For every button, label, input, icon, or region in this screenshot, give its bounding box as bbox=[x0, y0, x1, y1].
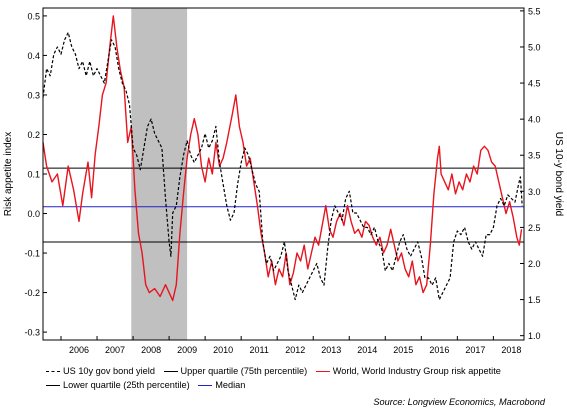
legend-swatch-yield bbox=[46, 371, 60, 373]
left-tick-label-0: 0.5 bbox=[27, 11, 40, 21]
right-tick-label-9: 1.0 bbox=[528, 331, 541, 341]
legend-swatch-median bbox=[198, 385, 213, 387]
x-tick-label-10: 2016 bbox=[429, 345, 449, 355]
right-axis: 5.5 5.0 4.5 4.0 3.5 3.0 2.5 2.0 1.5 1.0 bbox=[520, 6, 541, 341]
right-tick-label-8: 1.5 bbox=[528, 295, 541, 305]
x-tick-label-0: 2006 bbox=[69, 345, 89, 355]
right-tick-label-4: 3.5 bbox=[528, 151, 541, 161]
x-tick-label-4: 2010 bbox=[213, 345, 233, 355]
legend-label-lower: Lower quartile (25th percentile) bbox=[63, 380, 190, 390]
series-line-1 bbox=[42, 31, 523, 301]
x-tick-label-2: 2008 bbox=[141, 345, 161, 355]
legend-label-upper: Upper quartile (75th percentile) bbox=[180, 366, 308, 376]
right-tick-label-3: 4.0 bbox=[528, 115, 541, 125]
legend-label-median: Median bbox=[215, 380, 246, 390]
left-axis: 0.5 0.4 0.3 0.2 0.1 0.0 -0.1 -0.2 -0.3 bbox=[24, 11, 47, 338]
legend-item-risk: World, World Industry Group risk appetit… bbox=[315, 364, 501, 378]
legend-swatch-risk bbox=[315, 371, 330, 373]
legend-label-risk: World, World Industry Group risk appetit… bbox=[332, 366, 501, 376]
left-tick-label-4: 0.1 bbox=[27, 170, 40, 180]
left-tick-label-3: 0.2 bbox=[27, 130, 40, 140]
left-tick-label-7: -0.2 bbox=[24, 288, 40, 298]
x-tick-label-6: 2012 bbox=[285, 345, 305, 355]
x-tick-label-8: 2014 bbox=[357, 345, 377, 355]
x-tick-label-1: 2007 bbox=[105, 345, 125, 355]
y-left-label: Risk appetite index bbox=[3, 132, 14, 217]
series-lines bbox=[42, 15, 523, 302]
y-right-label: US 10-y bond yield bbox=[553, 132, 564, 217]
legend-item-upper: Upper quartile (75th percentile) bbox=[163, 364, 308, 378]
legend-swatch-upper bbox=[163, 371, 178, 373]
series-line-0 bbox=[42, 15, 523, 302]
right-tick-label-0: 5.5 bbox=[528, 6, 541, 16]
legend-item-lower: Lower quartile (25th percentile) bbox=[46, 378, 190, 392]
x-tick-label-11: 2017 bbox=[465, 345, 485, 355]
recession-band bbox=[131, 8, 188, 340]
legend-item-median: Median bbox=[198, 378, 245, 392]
x-tick-label-12: 2018 bbox=[501, 345, 521, 355]
right-tick-label-5: 3.0 bbox=[528, 187, 541, 197]
source-note: Source: Longview Economics, Macrobond bbox=[373, 397, 545, 407]
left-tick-label-2: 0.3 bbox=[27, 90, 40, 100]
reference-lines bbox=[43, 167, 524, 243]
right-tick-label-7: 2.0 bbox=[528, 259, 541, 269]
left-tick-label-6: -0.1 bbox=[24, 249, 40, 259]
left-tick-label-5: 0.0 bbox=[27, 209, 40, 219]
right-tick-label-2: 4.5 bbox=[528, 79, 541, 89]
legend-swatch-lower bbox=[46, 385, 60, 387]
x-tick-label-7: 2013 bbox=[321, 345, 341, 355]
x-tick-label-5: 2011 bbox=[250, 345, 269, 355]
x-axis: 2006 2007 2008 2009 2010 2011 2012 2013 2014 2015… bbox=[60, 336, 521, 355]
legend-row-2: Lower quartile (25th percentile) Median bbox=[46, 378, 507, 392]
x-tick-label-3: 2009 bbox=[177, 345, 197, 355]
legend-item-yield: US 10y gov bond yield bbox=[46, 364, 155, 378]
right-tick-label-1: 5.0 bbox=[528, 42, 541, 52]
legend-row-1: US 10y gov bond yield Upper quartile (75… bbox=[46, 364, 507, 378]
legend: US 10y gov bond yield Upper quartile (75… bbox=[46, 364, 507, 392]
left-tick-label-8: -0.3 bbox=[24, 328, 40, 338]
right-tick-label-6: 2.5 bbox=[528, 223, 541, 233]
left-tick-label-1: 0.4 bbox=[27, 51, 40, 61]
x-tick-label-9: 2015 bbox=[393, 345, 413, 355]
legend-label-yield: US 10y gov bond yield bbox=[63, 366, 155, 376]
